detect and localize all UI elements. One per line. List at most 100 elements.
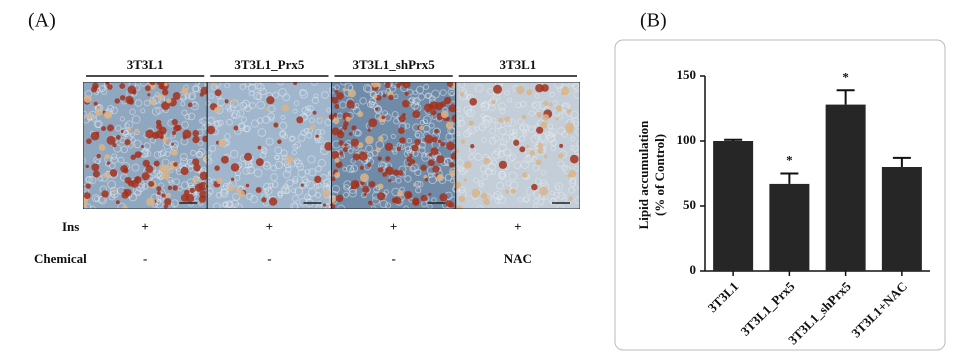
droplet [106,84,113,90]
cell [155,106,163,115]
cell [282,170,291,179]
cell [195,150,204,159]
cell [305,180,315,189]
cell [234,174,241,181]
cell [213,120,220,127]
cell [498,102,507,111]
droplet [432,165,440,173]
cell [517,196,523,203]
droplet [525,144,530,149]
cell [508,153,517,162]
droplet [164,198,172,206]
droplet [469,97,478,106]
droplet [357,110,364,118]
cell [494,148,501,156]
cell [236,109,245,118]
cell [124,122,130,129]
droplet [171,119,178,126]
cell [369,90,377,98]
cell [307,127,314,134]
cell [294,159,303,168]
droplet [559,143,564,148]
cell [463,105,473,115]
cell [549,91,555,98]
droplet [233,125,239,131]
cell [299,88,307,97]
cell [317,158,327,168]
y-tick-label: 50 [683,197,696,212]
cell [93,120,102,129]
cell [478,123,487,132]
droplet [526,89,533,96]
cell [311,96,319,105]
cell [467,125,477,135]
cell [215,191,223,199]
droplet [428,192,432,196]
cell [404,175,412,183]
cell [570,136,576,142]
droplet [261,197,267,203]
cell [531,102,538,109]
cell [191,84,200,93]
droplet [139,152,143,156]
cell [412,90,418,96]
droplet [339,151,344,156]
cell [155,200,164,209]
cell [498,82,504,86]
cell [439,89,447,97]
droplet [146,197,156,207]
droplet [392,169,400,176]
droplet [93,101,98,106]
cell [205,100,211,106]
cell [421,153,430,162]
droplet [449,161,455,168]
cell [552,100,558,106]
cell [280,114,286,120]
cell [316,200,323,207]
cell [85,176,92,183]
cell [134,99,143,107]
cell [368,97,377,106]
droplet [378,135,384,142]
cell [546,132,556,142]
cell [291,149,298,156]
cell [384,202,392,209]
y-tick-label: 150 [677,67,697,82]
cell [84,203,92,209]
cell [238,122,246,130]
droplet [170,142,175,146]
droplet [344,143,348,147]
x-tick-label: 3T3L1 [705,279,742,316]
droplet [424,134,434,144]
cell [531,156,538,163]
droplet [158,126,167,135]
droplet [175,124,182,131]
cell [547,123,554,130]
cell [114,124,122,132]
droplet [391,197,398,204]
droplet [192,158,200,166]
cell [297,133,306,142]
cell [533,203,539,209]
y-axis-label-line: (% of Control) [652,134,667,216]
cell [519,100,527,108]
cell [259,87,267,96]
cell [522,196,530,204]
droplet [549,102,554,107]
cell [415,85,425,94]
cell [363,162,372,171]
droplet [363,192,367,196]
y-axis-label: Lipid accumulation(% of Control) [636,120,667,229]
droplet [459,91,465,97]
droplet [224,99,229,104]
droplet [483,157,490,165]
droplet [171,148,178,156]
cell [458,166,464,173]
cell [411,97,419,105]
droplet [312,110,317,115]
cell [280,185,290,195]
cell [507,118,517,128]
droplet [513,139,520,146]
droplet [192,177,199,184]
droplet [96,153,101,159]
